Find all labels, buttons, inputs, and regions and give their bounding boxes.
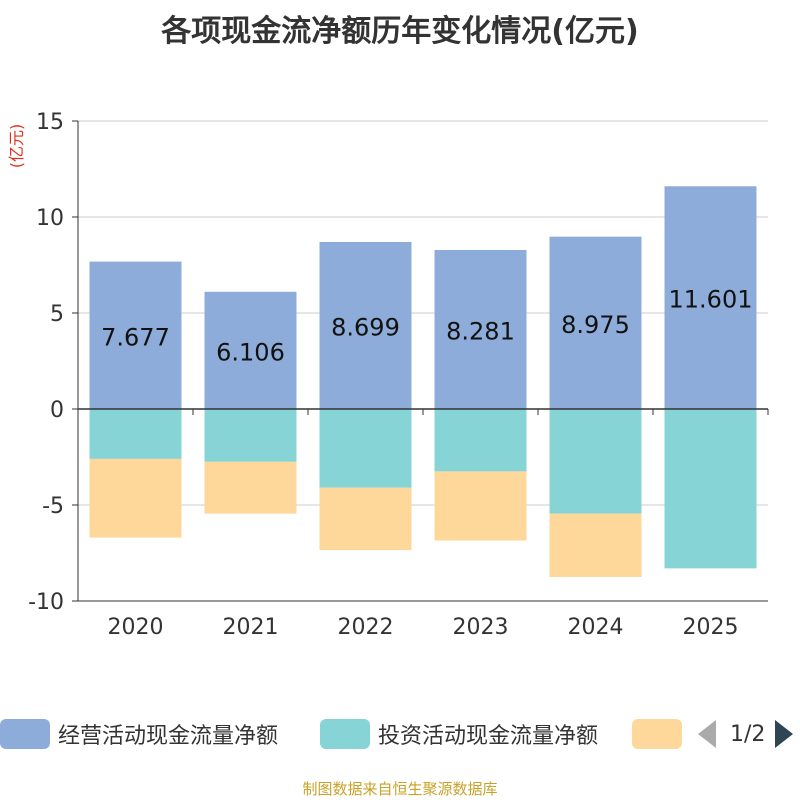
bar-other [204,461,297,514]
bar-investing [89,409,182,459]
legend-item-investing[interactable]: 投资活动现金流量净额 [320,718,598,750]
bar-operating [664,186,757,409]
y-tick-label: 0 [50,398,64,423]
bar-other [89,458,182,538]
legend-swatch-investing [320,719,370,749]
x-tick-label: 2021 [223,615,279,640]
legend-page-indicator: 1/2 [730,721,766,747]
source-note: 制图数据来自恒生聚源数据库 [302,780,498,798]
x-tick-label: 2025 [683,615,739,640]
bar-investing [549,409,642,514]
data-label: 8.975 [561,311,630,339]
legend-label-operating: 经营活动现金流量净额 [58,724,279,749]
bar-investing [664,409,757,569]
legend: 经营活动现金流量净额 投资活动现金流量净额 1/2 [0,712,800,756]
y-axis-label: (亿元) [7,124,26,169]
data-label: 6.106 [216,338,285,366]
x-tick-label: 2024 [568,615,624,640]
legend-swatch-operating [0,719,50,749]
bar-investing [434,409,527,472]
legend-next-icon[interactable] [775,720,794,748]
bar-investing [204,409,297,462]
bar-investing [319,409,412,488]
y-tick-label: 10 [36,206,64,231]
y-tick-label: -10 [28,590,64,615]
chart-title: 各项现金流净额历年变化情况(亿元) [161,14,639,49]
bar-operating [549,236,642,409]
y-tick-label: 5 [50,302,64,327]
legend-prev-icon[interactable] [698,720,716,748]
bar-other [319,487,412,551]
data-label: 11.601 [669,286,753,314]
x-tick-label: 2022 [338,615,394,640]
chart-area: -10 -5 0 5 10 15 (亿元) 2020 2021 2022 2023 2024 2025 7… [7,110,769,640]
y-tick-label: -5 [42,494,64,519]
legend-item-operating[interactable]: 经营活动现金流量净额 [0,718,278,750]
legend-pager: 1/2 [698,718,794,750]
bar-other [434,471,527,541]
bar-operating [434,250,527,409]
bar-operating [89,261,182,409]
data-label: 8.699 [331,313,400,341]
bar-other [549,513,642,577]
y-tick-label: 15 [36,110,64,135]
data-label: 7.677 [101,323,170,351]
legend-swatch-financing [632,719,682,749]
x-tick-label: 2020 [108,615,164,640]
legend-item-financing[interactable] [632,718,682,750]
bar-operating [204,291,297,409]
x-tick-label: 2023 [453,615,509,640]
legend-label-investing: 投资活动现金流量净额 [378,724,599,749]
data-label: 8.281 [446,318,515,346]
bar-operating [319,241,412,409]
